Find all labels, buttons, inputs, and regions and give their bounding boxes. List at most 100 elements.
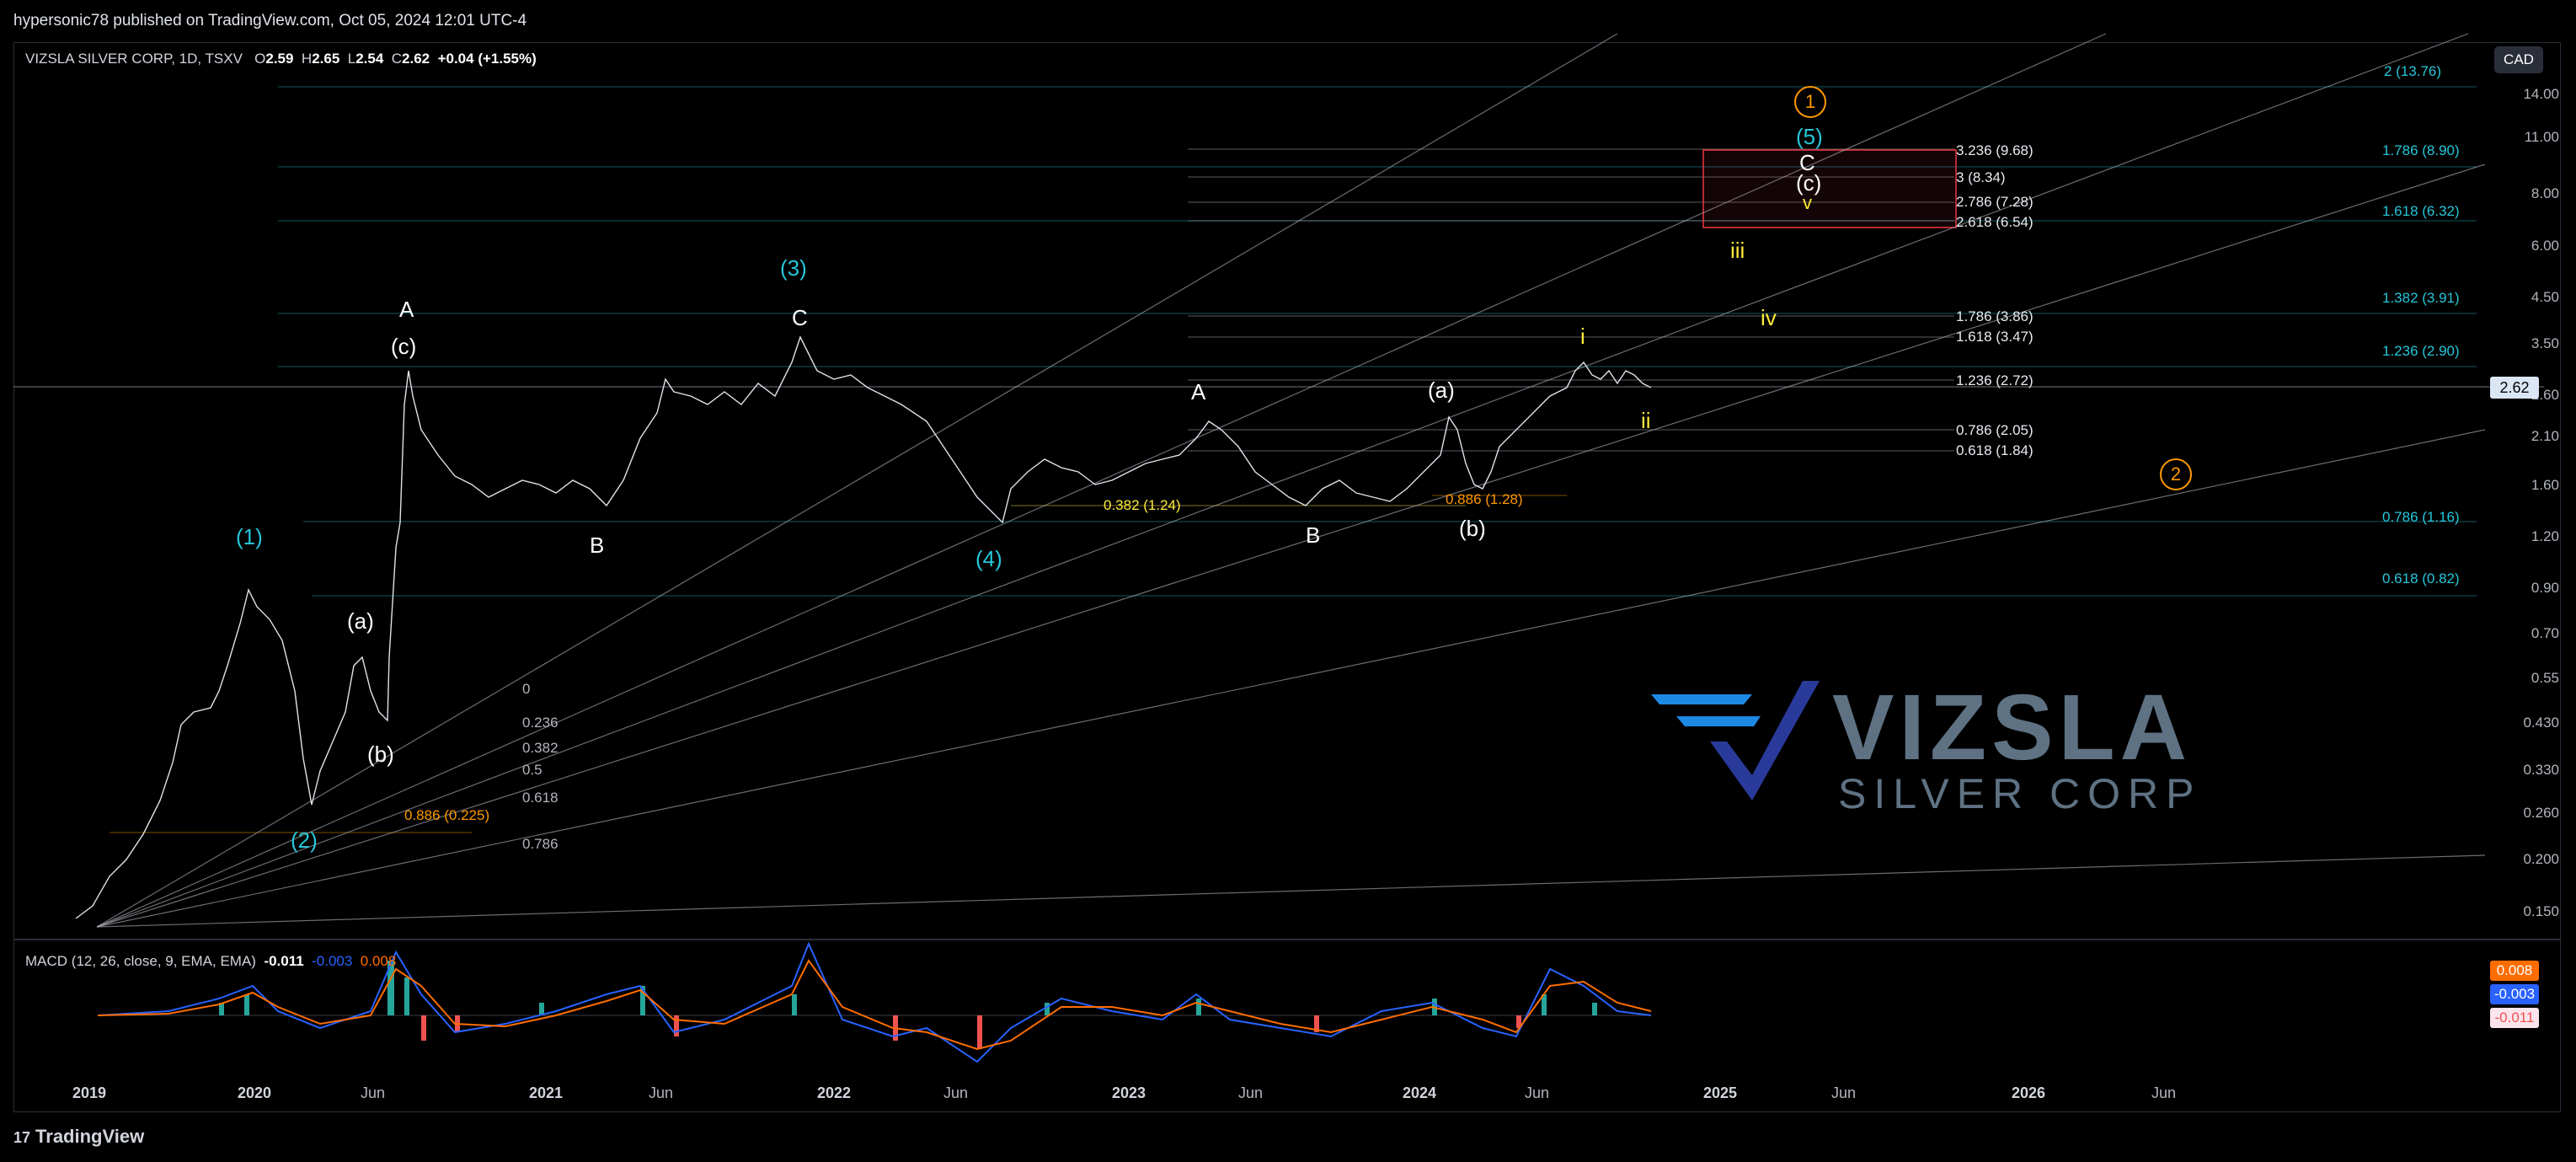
- fan-label-0786: 0.786: [522, 836, 558, 852]
- tv-icon: 17: [13, 1129, 31, 1146]
- macd-value-3: 0.008: [360, 953, 397, 969]
- fib-2-label: 2 (13.76): [2384, 63, 2442, 79]
- fib-0382-label: 0.382 (1.24): [1104, 497, 1181, 513]
- macd-title: MACD (12, 26, close, 9, EMA, EMA): [25, 953, 256, 969]
- wave-3-label: (3): [780, 255, 807, 281]
- price-axis-tick: 8.00: [2531, 185, 2559, 201]
- change-value: +0.04 (+1.55%): [437, 51, 537, 67]
- price-axis-tick: 0.430: [2523, 715, 2559, 731]
- time-axis-tick: 2024: [1403, 1084, 1437, 1101]
- price-axis-tick: 0.150: [2523, 903, 2559, 919]
- wave-circled-1-label: 1: [1794, 86, 1826, 118]
- wave-c-2021-label: C: [792, 305, 808, 330]
- publish-header: hypersonic78 published on TradingView.co…: [0, 0, 2576, 42]
- high-value: 2.65: [312, 51, 340, 67]
- price-axis-tick: 0.260: [2523, 805, 2559, 821]
- price-axis-tick: 0.330: [2523, 762, 2559, 778]
- wave-c-sub-target-label: (c): [1796, 170, 1822, 195]
- wave-a-sub-2024-label: (a): [1428, 378, 1455, 403]
- wave-b-2021-label: B: [590, 533, 605, 558]
- price-axis-tick: 11.00: [2524, 129, 2559, 145]
- time-axis-tick: 2020: [238, 1084, 272, 1101]
- time-axis-tick: 2019: [72, 1084, 107, 1101]
- time-axis-tick: Jun: [1831, 1084, 1857, 1101]
- price-axis-tick: 1.60: [2531, 477, 2559, 493]
- fib-3-label: 3 (8.34): [1956, 169, 2006, 185]
- currency-button[interactable]: CAD: [2494, 46, 2543, 73]
- wave-b-2023-label: B: [1306, 522, 1321, 548]
- fan-label-0: 0: [522, 681, 531, 697]
- wave-c-target-label: C: [1799, 150, 1815, 175]
- wave-a-2023-label: A: [1191, 379, 1206, 404]
- wave-5-label: (5): [1796, 124, 1823, 149]
- time-axis-tick: Jun: [1525, 1084, 1550, 1101]
- time-axis-tick: 2021: [529, 1084, 564, 1101]
- close-value: 2.62: [402, 51, 430, 67]
- fib-1786-label: 1.786 (8.90): [2382, 142, 2460, 158]
- footer: [0, 1121, 2576, 1162]
- publish-info: hypersonic78 published on TradingView.co…: [13, 12, 527, 29]
- macd-value-1: -0.011: [264, 953, 304, 969]
- open-label: O: [254, 51, 266, 67]
- fib-0886-early-label: 0.886 (0.225): [404, 807, 490, 823]
- wave-b-sub-label: (b): [367, 742, 394, 767]
- price-axis-tick: 4.50: [2531, 289, 2559, 305]
- price-axis-tick: 0.55: [2531, 670, 2559, 686]
- logo-check-icon: [1651, 681, 1820, 801]
- low-value: 2.54: [355, 51, 384, 67]
- price-axis-tick: 1.20: [2531, 528, 2559, 544]
- fib-1786w-label: 1.786 (3.86): [1956, 308, 2034, 324]
- fib-1618w-label: 1.618 (3.47): [1956, 329, 2034, 345]
- fan-label-0236: 0.236: [522, 715, 558, 731]
- time-axis-tick: 2022: [817, 1084, 852, 1101]
- logo-subtitle: SILVER CORP: [1838, 770, 2202, 817]
- wave-b-sub-2024-label: (b): [1459, 516, 1486, 541]
- macd-value-2: -0.003: [312, 953, 353, 969]
- wave-1-label: (1): [236, 524, 263, 549]
- time-axis-tick: Jun: [943, 1084, 969, 1101]
- low-label: L: [347, 51, 356, 67]
- fib-2618-label: 2.618 (6.54): [1956, 214, 2034, 230]
- price-axis-tick: 0.200: [2523, 851, 2559, 867]
- vizsla-logo: VIZSLA SILVER CORP: [1651, 674, 2207, 817]
- fib-0886-late-label: 0.886 (1.28): [1446, 491, 1523, 507]
- tradingview-logo[interactable]: 17 TradingView: [13, 1126, 144, 1148]
- fib-1382-label: 1.382 (3.91): [2382, 290, 2460, 306]
- time-axis-tick: Jun: [2151, 1084, 2177, 1101]
- fib-0786-label: 0.786 (1.16): [2382, 509, 2460, 525]
- macd-hist-tag: 0.008: [2490, 961, 2539, 981]
- time-axis-tick: 2026: [2012, 1084, 2046, 1101]
- fib-3236-label: 3.236 (9.68): [1956, 142, 2034, 158]
- open-value: 2.59: [265, 51, 294, 67]
- price-axis-tick: 14.00: [2523, 86, 2559, 102]
- wave-ii-label: ii: [1641, 408, 1651, 433]
- price-axis-tick: 2.10: [2531, 428, 2559, 444]
- price-axis-tick: 0.90: [2531, 580, 2559, 596]
- time-axis-tick: Jun: [649, 1084, 674, 1101]
- signal-line: [97, 959, 1652, 1051]
- logo-wordmark: VIZSLA: [1832, 676, 2193, 779]
- fan-label-0618: 0.618: [522, 790, 558, 806]
- fib-1236w-label: 1.236 (2.72): [1956, 372, 2034, 388]
- wave-c-sub-2020-label: (c): [391, 334, 417, 359]
- fib-0618w-label: 0.618 (1.84): [1956, 442, 2034, 458]
- wave-i-label: i: [1580, 324, 1585, 349]
- macd-line-tag: -0.003: [2490, 984, 2539, 1004]
- price-axis-tick: 6.00: [2531, 238, 2559, 254]
- macd-legend[interactable]: MACD (12, 26, close, 9, EMA, EMA) -0.011…: [25, 953, 396, 970]
- wave-a-2020-label: A: [399, 297, 414, 322]
- time-axis-tick: Jun: [1238, 1084, 1264, 1101]
- time-axis-tick: 2025: [1703, 1084, 1738, 1101]
- wave-2-label: (2): [291, 827, 318, 853]
- macd-histogram: [219, 961, 1597, 1049]
- macd-line: [97, 941, 1652, 1063]
- symbol-name[interactable]: VIZSLA SILVER CORP, 1D, TSXV: [25, 51, 243, 67]
- price-series: [75, 335, 1652, 919]
- fan-label-0382: 0.382: [522, 740, 558, 756]
- fib-1236-label: 1.236 (2.90): [2382, 343, 2460, 359]
- fib-2786-label: 2.786 (7.28): [1956, 194, 2034, 210]
- price-axis-tick: 3.50: [2531, 335, 2559, 351]
- symbol-legend[interactable]: VIZSLA SILVER CORP, 1D, TSXV O2.59 H2.65…: [25, 51, 537, 67]
- fib-0786w-label: 0.786 (2.05): [1956, 422, 2034, 438]
